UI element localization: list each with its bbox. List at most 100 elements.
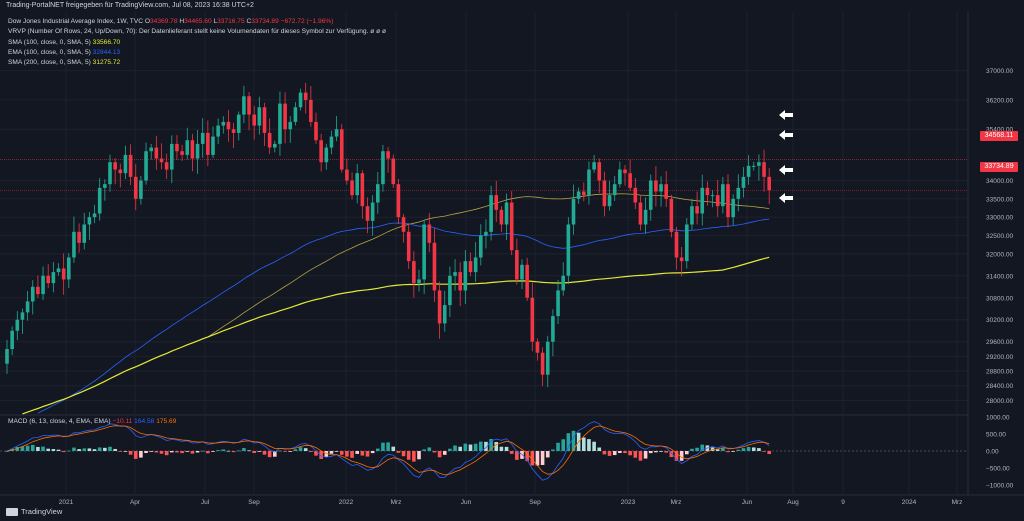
x-tick-label: 2022 bbox=[339, 499, 354, 506]
candle-up bbox=[612, 184, 617, 196]
macd-histogram-bar bbox=[597, 447, 602, 451]
x-tick-label: 2024 bbox=[902, 499, 917, 506]
candle-down bbox=[535, 341, 540, 353]
candle-up bbox=[324, 147, 329, 163]
candle-up bbox=[463, 261, 468, 291]
macd-histogram-bar bbox=[736, 449, 741, 451]
macd-histogram-bar bbox=[97, 447, 102, 451]
macd-histogram-bar bbox=[638, 451, 643, 461]
macd-histogram-bar bbox=[154, 451, 159, 453]
candle-up bbox=[195, 143, 200, 159]
y-tick-label: 33500.00 bbox=[986, 196, 1013, 203]
candle-down bbox=[345, 169, 349, 181]
candle-up bbox=[10, 330, 14, 350]
candle-up bbox=[587, 169, 591, 196]
macd-histogram-bar bbox=[762, 451, 766, 452]
macd-line-value: 164.58 bbox=[134, 418, 155, 425]
candle-down bbox=[432, 242, 437, 291]
close-value: 33734.89 bbox=[251, 18, 279, 25]
candle-up bbox=[87, 217, 92, 225]
macd-histogram-bar bbox=[149, 451, 153, 452]
macd-histogram-bar bbox=[499, 446, 504, 451]
candle-down bbox=[262, 107, 267, 133]
candle-up bbox=[504, 202, 509, 225]
candle-down bbox=[159, 158, 164, 163]
macd-histogram-bar bbox=[674, 451, 679, 461]
candle-down bbox=[386, 151, 390, 159]
ema100-line bbox=[37, 218, 770, 414]
candle-down bbox=[582, 191, 586, 196]
macd-histogram-bar bbox=[695, 447, 699, 451]
candle-up bbox=[211, 136, 215, 155]
candle-up bbox=[576, 191, 581, 199]
sma200-label: SMA (200, close, 0, SMA, 5) bbox=[8, 59, 91, 67]
candle-down bbox=[133, 176, 138, 199]
macd-histogram-bar bbox=[757, 448, 761, 451]
macd-histogram-bar bbox=[746, 446, 751, 451]
candle-down bbox=[401, 217, 406, 232]
candle-up bbox=[278, 103, 282, 144]
sma200-line bbox=[22, 256, 770, 415]
macd-histogram-bar bbox=[324, 451, 329, 457]
left-arrow-icon bbox=[779, 130, 793, 140]
candlesticks bbox=[5, 82, 771, 388]
candle-down bbox=[267, 132, 272, 148]
x-tick-label: Mrz bbox=[391, 499, 402, 506]
candle-up bbox=[103, 184, 107, 188]
y-tick-label: 28800.00 bbox=[986, 369, 1013, 376]
vrvp-hidden-icons[interactable]: ø ø ø bbox=[370, 28, 386, 36]
candle-up bbox=[20, 312, 25, 320]
share-header: Trading-PortalNET freigegeben für Tradin… bbox=[6, 2, 254, 9]
candle-down bbox=[164, 162, 169, 170]
macd-histogram-bar bbox=[267, 451, 272, 458]
ema100-label: EMA (100, close, 0, SMA, 5) bbox=[8, 48, 91, 56]
x-tick-label: Jul bbox=[201, 499, 210, 506]
left-arrow-icon bbox=[779, 193, 793, 203]
left-arrow-icon bbox=[779, 165, 793, 175]
candle-down bbox=[458, 272, 462, 291]
macd-histogram-bar bbox=[664, 451, 668, 453]
candle-down bbox=[118, 169, 123, 174]
candle-up bbox=[216, 125, 220, 137]
candle-down bbox=[427, 224, 432, 243]
macd-histogram-bar bbox=[648, 451, 653, 454]
y-tick-label: 36200.00 bbox=[986, 97, 1013, 104]
horizontal-price-lines bbox=[0, 159, 968, 191]
macd-histogram-bar bbox=[61, 451, 66, 453]
macd-histogram-bar bbox=[489, 438, 493, 451]
macd-hist-value: −10.11 bbox=[112, 418, 133, 425]
macd-histogram-bar bbox=[551, 449, 555, 451]
candle-down bbox=[412, 261, 416, 284]
candle-up bbox=[334, 129, 339, 137]
change-value: −672.72 (−1.96%) bbox=[280, 18, 334, 25]
macd-histogram-bar bbox=[355, 451, 359, 454]
macd-histogram-bar bbox=[139, 451, 143, 458]
candle-up bbox=[288, 121, 293, 130]
macd-histogram-bar bbox=[623, 451, 627, 454]
candle-down bbox=[314, 121, 318, 141]
candle-up bbox=[520, 264, 524, 280]
sma100-value: 33566.70 bbox=[92, 38, 121, 46]
macd-histogram-bar bbox=[406, 451, 411, 460]
candle-up bbox=[690, 206, 694, 225]
candle-down bbox=[654, 180, 658, 192]
macd-histogram-bar bbox=[715, 449, 720, 451]
macd-histogram-bar bbox=[298, 447, 303, 451]
candle-up bbox=[473, 257, 478, 273]
candle-down bbox=[154, 147, 159, 159]
candle-up bbox=[298, 92, 303, 108]
footer-brand[interactable]: TradingView bbox=[6, 507, 62, 517]
x-tick-label: Jun bbox=[742, 499, 753, 506]
macd-histogram-bar bbox=[386, 442, 390, 451]
candle-up bbox=[149, 147, 153, 152]
macd-histogram-bar bbox=[339, 451, 344, 455]
candle-up bbox=[5, 349, 9, 364]
macd-histogram-bar bbox=[381, 442, 385, 451]
high-value: 34465.60 bbox=[184, 18, 212, 25]
candle-down bbox=[674, 231, 679, 258]
macd-histogram-bar bbox=[87, 448, 92, 451]
prev-close-price-tag: 34568.11 bbox=[980, 131, 1018, 141]
candle-up bbox=[221, 121, 226, 126]
candle-down bbox=[319, 140, 323, 163]
